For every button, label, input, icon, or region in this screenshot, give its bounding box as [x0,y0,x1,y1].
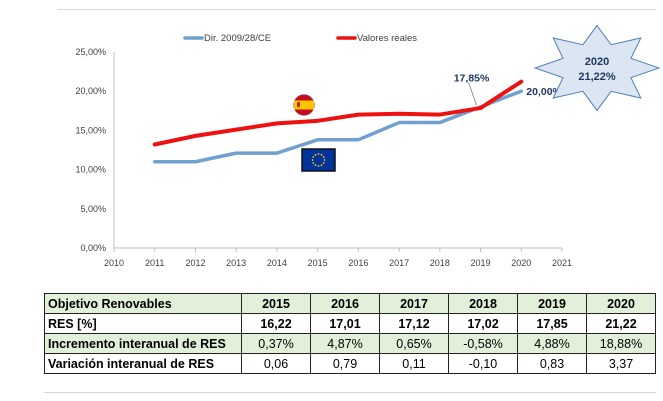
callout-leader [468,82,477,106]
table-cell: 4,88% [517,333,587,354]
table-cell: 17,85 [517,313,587,334]
table-cell: 2020 [586,293,656,314]
table-cell: -0,10 [448,353,518,374]
table-cell: 0,11 [379,353,449,374]
x-tick-label: 2012 [185,258,205,268]
table-cell: 17,12 [379,313,449,334]
x-tick-label: 2017 [389,258,409,268]
series-lines [152,79,524,164]
table-row: Incremento interanual de RES 0,37% 4,87% 0,… [44,333,656,354]
data-point [275,121,279,125]
data-point [479,106,483,110]
data-label-2019: 17,85% [454,73,490,85]
data-label-2020: 20,00% [526,86,562,98]
y-tick-label: 15,00% [75,125,106,135]
data-point [397,112,401,116]
x-tick-label: 2010 [104,258,124,268]
table-cell: 0,37% [241,333,311,354]
line-chart: 0,00% 5,00% 10,00% 15,00% 20,00% 25,00% 2010 20… [75,24,661,268]
data-point [356,113,360,117]
data-point [275,151,279,155]
data-point [438,113,442,117]
table-cell: -0,58% [448,333,518,354]
y-tick-label: 20,00% [75,86,106,96]
table-cell: 0,65% [379,333,449,354]
series-line-real [152,79,524,147]
row-label: RES [%] [44,313,242,334]
data-point [234,151,238,155]
table-cell: 16,22 [241,313,311,334]
x-tick-label: 2021 [552,258,572,268]
table-cell: 18,88% [586,333,656,354]
eu-flag-icon [301,148,336,172]
table-cell: 17,01 [310,313,380,334]
spain-flag-icon [293,94,315,116]
starburst-year: 2020 [585,56,609,68]
x-tick-label: 2014 [267,258,287,268]
bottom-rule [44,392,656,393]
table-cell: 2017 [379,293,449,314]
legend-label: Valores reales [357,33,417,44]
table-cell: 2018 [448,293,518,314]
table-row: Variación interanual de RES 0,06 0,79 0,11-… [44,353,656,374]
y-tick-label: 5,00% [80,204,106,214]
data-point [438,121,442,125]
table-cell: 2016 [310,293,380,314]
y-tick-label: 10,00% [75,165,106,175]
table-cell: 21,22 [586,313,656,334]
data-point [356,138,360,142]
renewables-table: Objetivo Renovables 2015 2016 2017 2018 2019 2… [44,293,656,374]
data-point [519,80,523,84]
data-point [193,134,197,138]
table-header-row: Objetivo Renovables 2015 2016 2017 2018 2019 2… [44,293,656,314]
data-point [193,160,197,164]
series-line-directive [152,89,524,164]
starburst-callout [533,24,661,112]
top-rule [58,9,656,10]
table-cell: 0,79 [310,353,380,374]
flag-icons [293,94,336,172]
row-label: Variación interanual de RES [44,353,242,374]
table-cell: 2015 [241,293,311,314]
table-cell: 2019 [517,293,587,314]
y-tick-label: 25,00% [75,47,106,57]
x-tick-label: 2011 [145,258,164,268]
starburst-value: 21,22% [578,71,616,83]
legend: Dir. 2009/28/CE Valores reales [183,33,417,44]
data-point [234,128,238,132]
table-cell: 0,06 [241,353,311,374]
annotations: 17,85% 20,00% 2020 21,22% [454,24,661,112]
x-tick-label: 2020 [511,258,531,268]
row-label: Incremento interanual de RES [44,333,242,354]
axes: 0,00% 5,00% 10,00% 15,00% 20,00% 25,00% 2010 20… [75,47,572,268]
data-point [153,160,157,164]
data-point [316,119,320,123]
x-tick-label: 2019 [471,258,491,268]
table-cell: 0,83 [517,353,587,374]
x-tick-label: 2018 [430,258,450,268]
table-row: RES [%] 16,22 17,01 17,12 17,02 17,85 21,22 [44,313,656,334]
legend-label: Dir. 2009/28/CE [204,33,271,44]
x-tick-label: 2013 [226,258,246,268]
table-cell: 4,87% [310,333,380,354]
x-tick-label: 2015 [308,258,328,268]
row-label: Objetivo Renovables [44,293,242,314]
y-tick-label: 0,00% [80,243,106,253]
table-cell: 17,02 [448,313,518,334]
data-point [397,121,401,125]
data-point [519,89,523,93]
table-cell: 3,37 [586,353,656,374]
data-point [316,138,320,142]
x-tick-label: 2016 [348,258,368,268]
data-point [153,143,157,147]
